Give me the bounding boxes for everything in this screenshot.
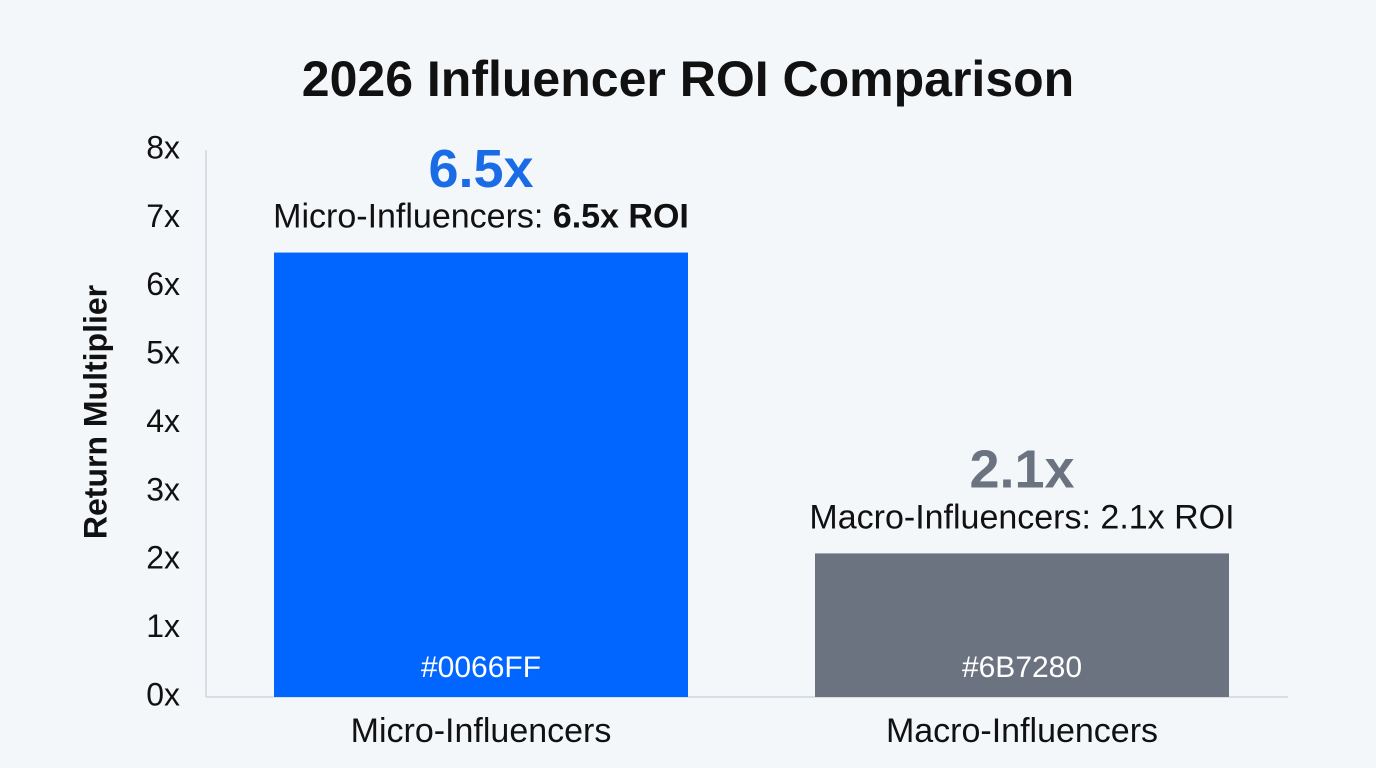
chart-title: 2026 Influencer ROI Comparison	[301, 51, 1075, 107]
y-tick-label: 1x	[146, 608, 180, 644]
y-tick-label: 4x	[146, 403, 180, 439]
bar-annotation: Macro-Influencers: 2.1x ROI	[809, 498, 1234, 536]
y-tick-label: 8x	[146, 129, 180, 165]
bar-annotation-value: 2.1x ROI	[1100, 498, 1234, 536]
bar-annotation-value: 6.5x ROI	[553, 198, 689, 236]
y-tick-label: 7x	[146, 198, 180, 234]
x-tick-label: Micro-Influencers	[351, 712, 612, 750]
bar-value-label: 2.1x	[969, 440, 1074, 500]
bar	[274, 252, 688, 697]
x-tick-label: Macro-Influencers	[886, 712, 1158, 750]
bar-annotation-prefix: Macro-Influencers:	[809, 498, 1100, 536]
y-tick-label: 2x	[146, 540, 180, 576]
y-tick-label: 3x	[146, 471, 180, 507]
bar-annotation-prefix: Micro-Influencers:	[273, 198, 553, 236]
y-tick-label: 6x	[146, 266, 180, 302]
y-tick-label: 5x	[146, 335, 180, 371]
y-tick-label: 0x	[146, 676, 180, 712]
bar-inner-label: #6B7280	[962, 651, 1082, 684]
bar-value-label: 6.5x	[428, 139, 533, 199]
bar-annotation: Micro-Influencers: 6.5x ROI	[273, 198, 689, 236]
bar-inner-label: #0066FF	[421, 651, 541, 684]
bar	[815, 553, 1229, 697]
